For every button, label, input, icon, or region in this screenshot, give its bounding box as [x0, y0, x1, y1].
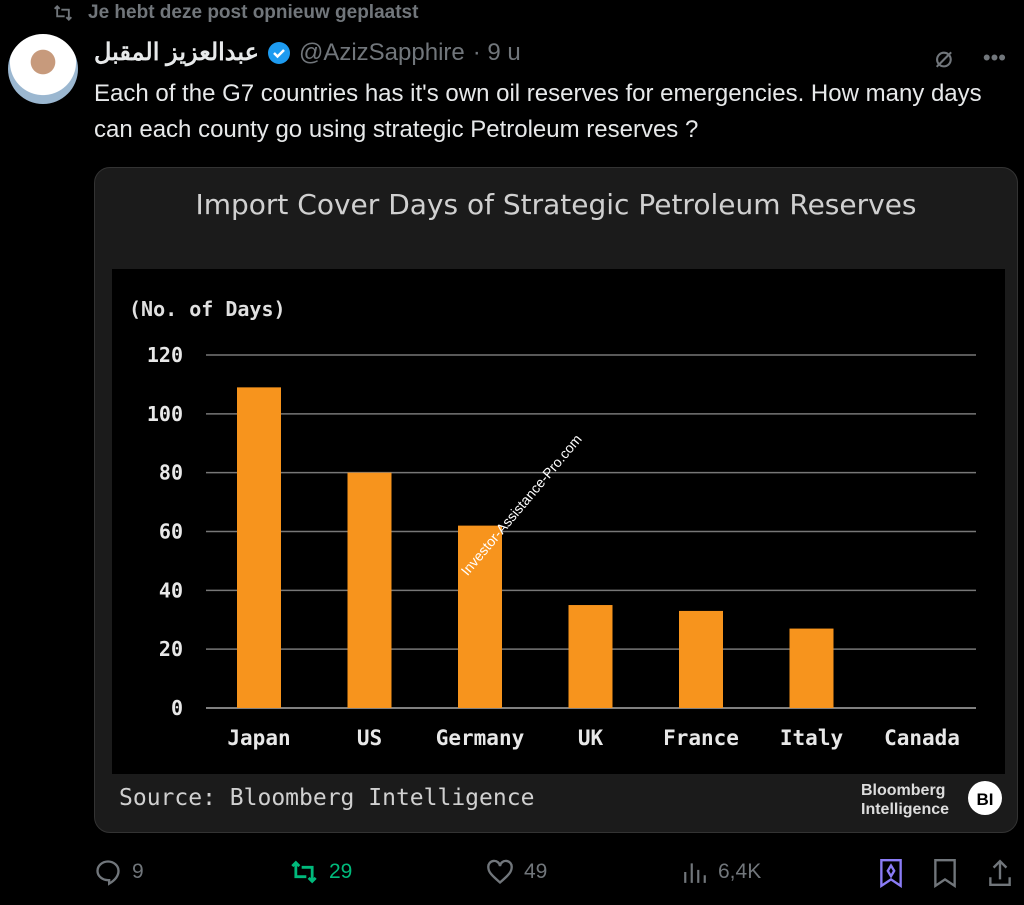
x-tick-label: Italy	[780, 726, 844, 750]
repost-button[interactable]: 29	[289, 858, 352, 886]
action-bar: 9 29 49 6,4K	[94, 858, 1016, 892]
repost-icon	[54, 5, 72, 21]
bi-logo-badge: BI	[977, 790, 994, 809]
bar-us	[347, 472, 392, 708]
views-count: 6,4K	[718, 860, 762, 883]
x-tick-label: Japan	[227, 726, 290, 750]
grok-bookmark-icon	[880, 858, 902, 888]
reply-count: 9	[132, 860, 144, 883]
y-tick-label: 40	[159, 578, 183, 602]
y-tick-label: 0	[171, 696, 183, 720]
x-tick-label: Canada	[884, 726, 960, 750]
source-text: Source: Bloomberg Intelligence	[119, 785, 534, 811]
bi-logo-icon	[968, 781, 1002, 815]
y-tick-label: 80	[159, 461, 183, 485]
avatar[interactable]	[8, 34, 78, 104]
y-tick-label: 20	[159, 637, 183, 661]
bar-uk	[568, 605, 613, 708]
views-button[interactable]: 6,4K	[682, 858, 761, 886]
bookmark-icon	[934, 858, 956, 888]
bar-chart: Import Cover Days of Strategic Petroleum…	[112, 188, 1005, 818]
x-tick-label: UK	[578, 726, 604, 750]
post-time[interactable]: · 9 u	[472, 38, 521, 66]
heart-icon	[487, 859, 513, 885]
bookmark-button[interactable]	[932, 858, 958, 888]
grok-bookmark-button[interactable]	[878, 858, 904, 888]
bar-germany	[458, 525, 502, 708]
y-tick-label: 60	[159, 520, 183, 544]
repost-count: 29	[329, 860, 353, 883]
views-icon	[684, 863, 706, 883]
bar-japan	[237, 387, 281, 708]
grok-icon[interactable]: ⌀	[934, 41, 953, 74]
reply-icon	[96, 860, 120, 886]
handle[interactable]: @AzizSapphire	[298, 38, 465, 66]
logo-text: Intelligence	[861, 801, 949, 818]
bar-italy	[789, 628, 834, 708]
verified-badge-icon	[267, 41, 290, 64]
more-icon[interactable]: •••	[982, 44, 1006, 70]
like-button[interactable]: 49	[486, 858, 547, 886]
x-tick-label: US	[357, 726, 382, 750]
reply-button[interactable]: 9	[94, 858, 144, 886]
y-axis-label: (No. of Days)	[129, 297, 286, 321]
y-tick-label: 120	[147, 343, 183, 367]
display-name[interactable]: عبدالعزيز المقبل	[94, 39, 259, 66]
y-tick-label: 100	[147, 402, 183, 426]
like-count: 49	[524, 860, 548, 883]
logo-text: Bloomberg	[861, 782, 945, 799]
post-text: Each of the G7 countries has it's own oi…	[94, 80, 982, 143]
repost-icon	[291, 860, 317, 884]
share-icon	[989, 859, 1011, 886]
chart-title: Import Cover Days of Strategic Petroleum…	[195, 188, 916, 221]
post-header: عبدالعزيز المقبل @AzizSapphire · 9 u	[94, 38, 521, 67]
x-tick-label: Germany	[436, 726, 525, 750]
x-tick-label: France	[663, 726, 739, 750]
chart-image[interactable]: Import Cover Days of Strategic Petroleum…	[94, 167, 1018, 833]
bar-france	[679, 610, 723, 708]
repost-banner: Je hebt deze post opnieuw geplaatst	[52, 2, 418, 24]
share-button[interactable]	[987, 858, 1013, 888]
repost-banner-text: Je hebt deze post opnieuw geplaatst	[88, 2, 419, 23]
